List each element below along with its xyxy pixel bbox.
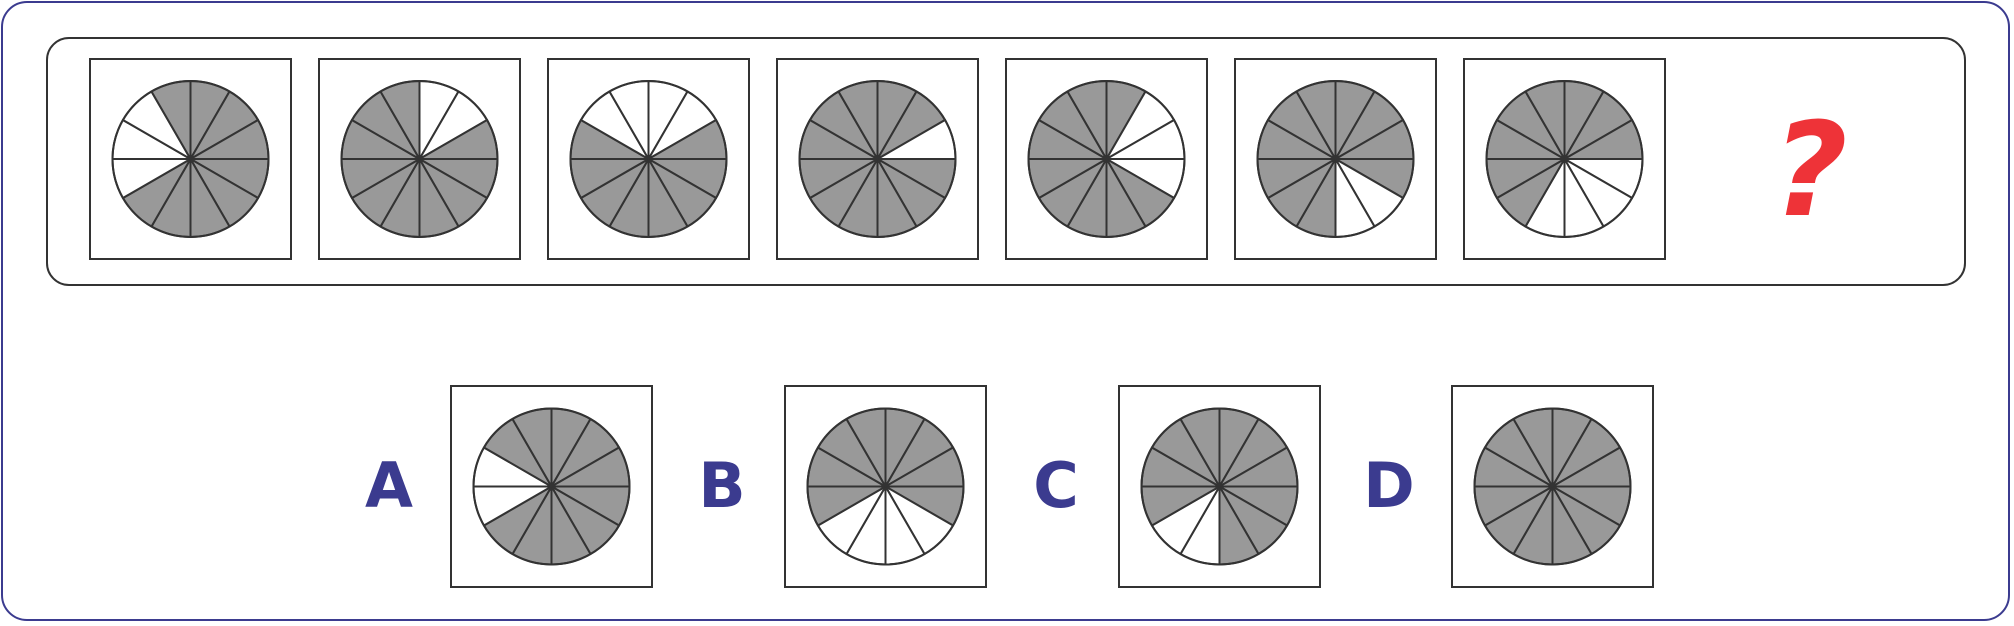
option-c[interactable]: C bbox=[1033, 385, 1321, 588]
option-b[interactable]: B bbox=[698, 385, 987, 588]
question-mark: ? bbox=[1772, 94, 1847, 246]
sequence-row bbox=[89, 58, 1666, 260]
wheel-rim bbox=[569, 80, 728, 238]
sequence-item-5 bbox=[1005, 58, 1208, 260]
options-row: A B C D bbox=[365, 385, 1654, 588]
wheel-rim bbox=[111, 80, 270, 238]
wheel-rim bbox=[798, 80, 957, 238]
pie-wheel bbox=[1485, 80, 1644, 238]
wheel-rim bbox=[1473, 407, 1632, 566]
pie-wheel bbox=[472, 407, 631, 566]
pie-wheel bbox=[806, 407, 965, 566]
wheel-rim bbox=[1140, 407, 1299, 566]
sequence-item-7 bbox=[1463, 58, 1666, 260]
pie-wheel bbox=[1140, 407, 1299, 566]
sequence-item-1 bbox=[89, 58, 292, 260]
sequence-item-2 bbox=[318, 58, 521, 260]
sequence-item-4 bbox=[776, 58, 979, 260]
option-label: A bbox=[365, 449, 413, 522]
wheel-rim bbox=[472, 407, 631, 566]
pie-wheel bbox=[1473, 407, 1632, 566]
pie-wheel bbox=[1027, 80, 1186, 238]
option-label: C bbox=[1033, 449, 1079, 522]
wheel-rim bbox=[340, 80, 499, 238]
wheel-rim bbox=[1485, 80, 1644, 238]
wheel-rim bbox=[1256, 80, 1415, 238]
pie-wheel bbox=[111, 80, 270, 238]
wheel-rim bbox=[1027, 80, 1186, 238]
option-label: B bbox=[698, 449, 745, 522]
option-d[interactable]: D bbox=[1363, 385, 1654, 588]
pie-wheel bbox=[569, 80, 728, 238]
pie-wheel bbox=[340, 80, 499, 238]
option-a[interactable]: A bbox=[365, 385, 653, 588]
sequence-panel bbox=[46, 37, 1966, 286]
sequence-item-6 bbox=[1234, 58, 1437, 260]
wheel-rim bbox=[806, 407, 965, 566]
pie-wheel bbox=[1256, 80, 1415, 238]
option-label: D bbox=[1363, 449, 1414, 522]
pie-wheel bbox=[798, 80, 957, 238]
sequence-item-3 bbox=[547, 58, 750, 260]
